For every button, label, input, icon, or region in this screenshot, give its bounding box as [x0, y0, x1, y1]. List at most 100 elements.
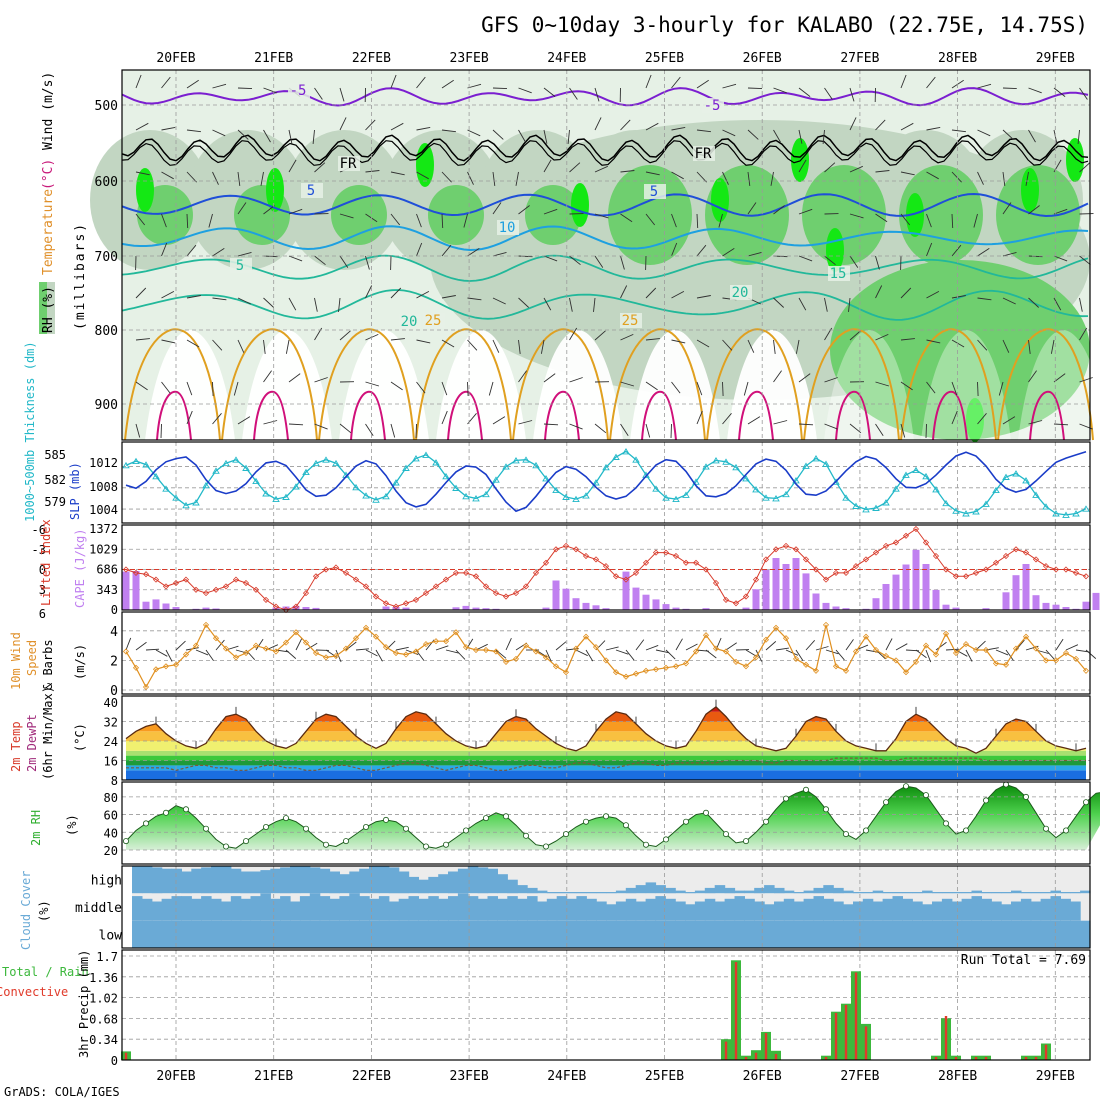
wind-barb — [696, 295, 711, 299]
wind-barb — [212, 297, 227, 301]
wind-speed-marker — [892, 657, 900, 664]
rh-2m-marker — [663, 836, 670, 843]
wind-speed-marker — [802, 661, 810, 668]
wind-barb — [722, 129, 736, 137]
wind-barb — [416, 291, 430, 299]
wind-barb — [237, 87, 253, 90]
rh2m-frame — [121, 781, 1091, 865]
wind-barb — [314, 162, 326, 173]
wind-speed-marker — [522, 642, 530, 649]
rh-2m-marker — [563, 831, 570, 838]
wind-barb — [722, 83, 737, 89]
wind-barb — [1002, 87, 1018, 90]
dry-boundary-layer — [630, 330, 720, 440]
wind-barb — [849, 255, 859, 268]
wind-barb — [722, 339, 733, 351]
wind-barb — [161, 291, 175, 299]
cloud-cell-low — [536, 920, 548, 948]
cloud-cell-middle — [724, 898, 736, 921]
wind-barb — [773, 339, 776, 354]
run-total-label: Run Total = 7.69 — [961, 953, 1086, 968]
thickness-marker — [492, 476, 500, 483]
wind-barb — [515, 171, 519, 186]
bottom-date-label: 27FEB — [840, 1069, 879, 1084]
rh-2m-marker — [402, 825, 409, 832]
wind-speed-marker — [582, 633, 590, 640]
wind-barb — [620, 255, 625, 270]
bottom-date-label: 22FEB — [352, 1069, 391, 1084]
wind-barb — [875, 381, 890, 387]
cape-bar — [702, 608, 710, 610]
wind-barb — [1002, 416, 1016, 425]
lifted-index-marker — [212, 586, 220, 593]
wind-barb — [1053, 297, 1062, 311]
wind-barb — [1028, 297, 1040, 308]
cloud-cell-high — [191, 868, 202, 894]
wind-barb — [518, 420, 533, 425]
wind-speed-marker — [542, 654, 550, 661]
wind-barb — [645, 171, 660, 176]
wind-barb — [569, 162, 581, 173]
contour-label-bg — [730, 285, 752, 300]
precip-convective-bar — [734, 962, 738, 1060]
cloud-cell-low — [517, 920, 528, 948]
lifted-index-marker — [452, 569, 460, 576]
cape-bar — [142, 601, 150, 610]
lifted-index-marker — [182, 576, 190, 583]
wind-barb — [926, 126, 941, 131]
wind-barb — [518, 370, 527, 383]
lifted-index-marker — [172, 579, 180, 587]
wind-barb — [977, 83, 992, 89]
wind-barb — [390, 122, 404, 131]
cloud-cell-high — [665, 887, 676, 894]
wind-barb — [543, 423, 559, 426]
lifted-index-marker — [462, 569, 470, 576]
cloud-cell-high — [378, 866, 390, 894]
cloud-cell-middle — [1030, 901, 1042, 921]
temp-contour-30 — [156, 390, 192, 441]
cloud-cell-high — [181, 871, 192, 894]
cloud-cell-low — [665, 920, 676, 948]
wind-barb — [543, 255, 558, 262]
wind-barb — [977, 297, 992, 301]
wind-barb-10m — [655, 649, 669, 654]
wind-barb — [543, 373, 556, 383]
wind-barb-10m — [945, 648, 960, 651]
cloud-cell-low — [882, 920, 894, 948]
cloud-cell-middle — [941, 898, 953, 921]
thickness-marker — [252, 477, 260, 485]
cloud-cell-middle — [714, 901, 726, 921]
wind-speed-marker — [332, 652, 340, 660]
rh-bright-blob — [1021, 168, 1039, 212]
rh-2m-marker — [282, 815, 289, 822]
wind-barb-10m — [935, 641, 947, 651]
cloud-cell-low — [359, 920, 370, 948]
wind-speed-marker — [992, 660, 1000, 667]
lifted-index-marker — [882, 542, 890, 549]
cloud-cell-low — [280, 920, 291, 948]
cloud-cell-high — [1080, 890, 1091, 894]
wind-barb — [569, 423, 583, 430]
wind-barb — [977, 381, 979, 397]
wind-barb — [237, 202, 247, 215]
wind-barb — [594, 255, 604, 268]
wind-barb — [416, 126, 431, 131]
wind-speed-marker — [862, 633, 870, 640]
rh-2m-marker — [442, 841, 449, 848]
wind-speed-marker — [452, 629, 460, 636]
precip-convective-bar — [974, 1056, 978, 1060]
wind-barb — [696, 381, 703, 396]
lifted-index-marker — [152, 576, 160, 583]
rh-2m-marker — [963, 827, 970, 834]
cloud-cell-low — [645, 920, 657, 948]
wind-barb — [696, 410, 703, 425]
cloud-cell-low — [606, 920, 617, 948]
wind-barb — [416, 381, 426, 394]
cloud-cell-middle — [290, 901, 301, 921]
cape-bar — [892, 574, 900, 610]
cloud-cell-middle — [151, 901, 163, 921]
cloud-cell-high — [615, 890, 627, 894]
wind-barb — [161, 339, 176, 344]
cloud-cell-low — [754, 920, 765, 948]
cloud-cell-middle — [438, 898, 449, 921]
